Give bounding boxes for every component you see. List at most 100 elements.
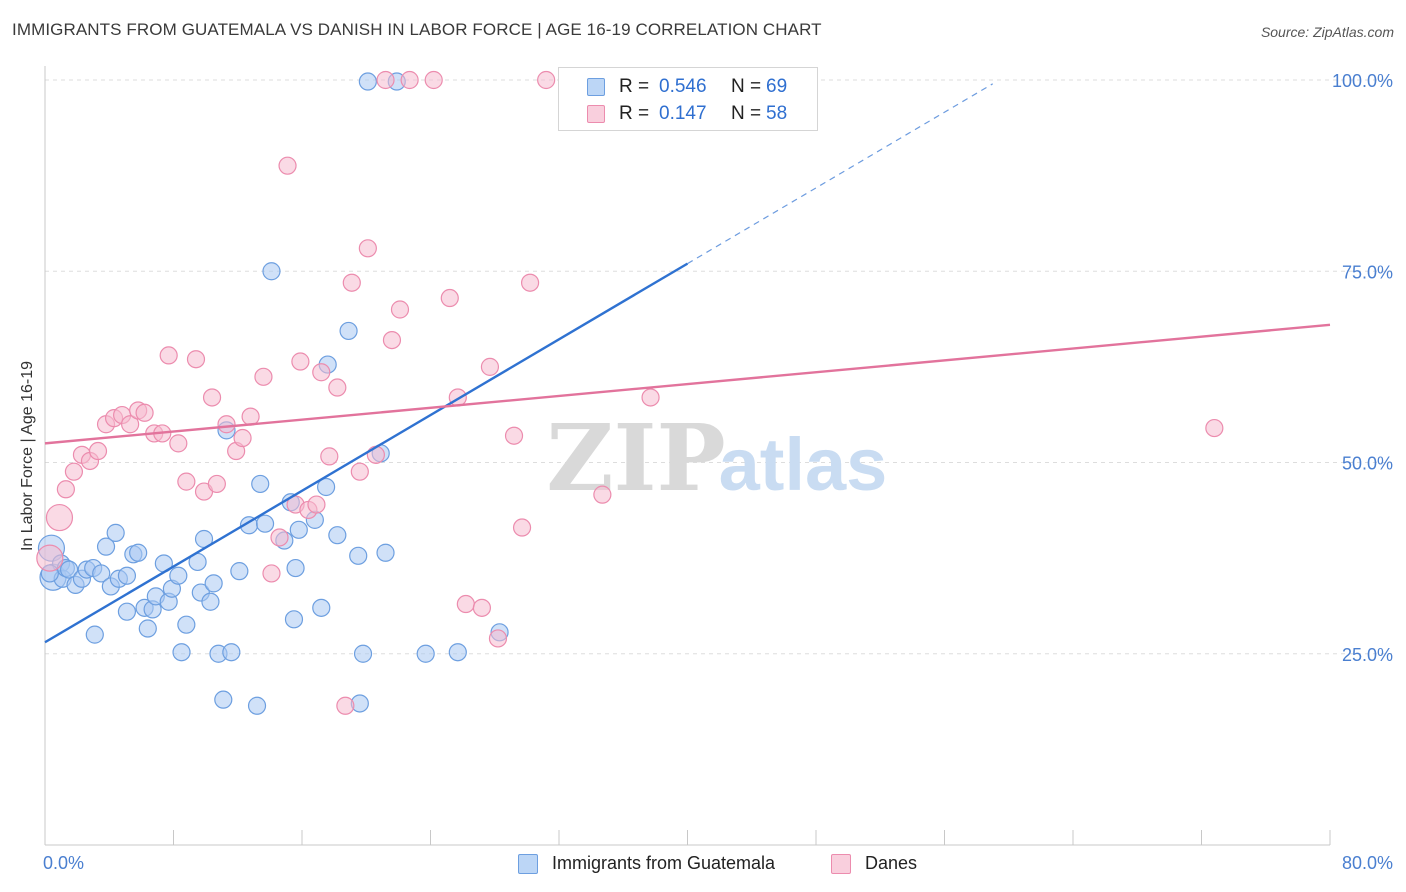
y-tick-label: 50.0%: [1342, 454, 1393, 474]
data-points: [36, 69, 1224, 715]
guatemala-point: [85, 625, 104, 644]
danes-point: [312, 363, 331, 382]
guatemala-point: [328, 526, 347, 545]
danes-point: [177, 472, 196, 491]
danes-point: [241, 407, 260, 426]
guatemala-point: [92, 564, 111, 583]
guatemala-point: [284, 610, 304, 629]
danes-point: [88, 441, 108, 461]
danes-point: [376, 70, 395, 90]
danes-point: [135, 403, 154, 422]
danes-point: [1205, 418, 1224, 438]
danes-point: [593, 485, 612, 504]
guatemala-trend-extension: [687, 83, 993, 265]
guatemala-point: [59, 560, 79, 579]
guatemala-point: [376, 543, 395, 562]
n-value: 69: [766, 76, 788, 97]
guatemala-point: [96, 537, 116, 556]
danes-point: [45, 503, 74, 532]
watermark: ZIP atlas: [546, 404, 887, 512]
danes-point: [537, 70, 556, 90]
danes-point: [217, 415, 236, 434]
chart-title: IMMIGRANTS FROM GUATEMALA VS DANISH IN L…: [12, 20, 822, 39]
danes-point: [169, 434, 188, 453]
danes-point: [456, 594, 475, 614]
guatemala-point: [106, 523, 125, 542]
series-legend: Immigrants from Guatemala Danes: [0, 852, 1406, 876]
r-value: 0.147: [659, 103, 707, 124]
n-label: N =: [731, 76, 762, 97]
guatemala-trend-line: [44, 262, 689, 644]
danes-point: [512, 518, 532, 537]
danes-point: [186, 350, 206, 369]
danes-point: [36, 544, 64, 572]
danes-point: [504, 426, 524, 445]
danes-point: [121, 415, 140, 434]
danes-point: [366, 445, 385, 464]
legend-swatch-blue: [518, 854, 538, 874]
n-label: N =: [731, 103, 762, 124]
x-tick-label-max: 80.0%: [1342, 853, 1393, 873]
guatemala-point: [230, 562, 249, 581]
danes-point: [390, 300, 410, 319]
guatemala-point: [129, 543, 148, 562]
danes-point: [320, 447, 339, 466]
guatemala-point: [286, 558, 305, 578]
guatemala-point: [222, 643, 241, 662]
danes-point: [520, 273, 540, 292]
danes-point: [336, 696, 355, 715]
trend-lines: [44, 83, 1331, 644]
danes-point: [307, 495, 326, 514]
guatemala-point: [138, 619, 157, 638]
r-label: R =: [619, 103, 650, 124]
danes-point: [207, 474, 226, 494]
guatemala-point: [255, 514, 275, 533]
guatemala-point: [262, 262, 281, 281]
guatemala-point: [339, 321, 358, 341]
danes-point: [440, 288, 459, 308]
guatemala-point: [349, 546, 368, 565]
danes-point: [424, 70, 443, 90]
legend-label: Immigrants from Guatemala: [552, 853, 776, 873]
guatemala-point: [117, 566, 137, 585]
legend-swatch-blue: [587, 78, 605, 96]
legend-row-danes: R = 0.147 N = 58: [559, 101, 817, 127]
danes-trend-line: [44, 323, 1331, 445]
danes-point: [254, 367, 273, 386]
legend-label: Danes: [865, 853, 918, 873]
x-tick-label-min: 0.0%: [43, 853, 84, 873]
danes-point: [56, 480, 75, 499]
danes-point: [382, 331, 402, 350]
danes-point: [488, 629, 508, 648]
axes: 25.0% 50.0% 75.0% 100.0% 0.0% 80.0%: [43, 66, 1393, 873]
danes-point: [270, 528, 289, 547]
danes-point: [480, 357, 500, 376]
guatemala-point: [117, 602, 137, 621]
guatemala-point: [448, 643, 467, 662]
guatemala-point: [416, 644, 435, 663]
guatemala-point: [177, 615, 196, 634]
legend-swatch-pink: [831, 854, 851, 874]
danes-point: [202, 388, 222, 407]
guatemala-point: [214, 690, 233, 709]
danes-point: [291, 352, 310, 371]
danes-point: [472, 598, 491, 617]
guatemala-point: [353, 644, 373, 663]
guatemala-point: [169, 566, 188, 585]
watermark-atlas: atlas: [719, 423, 888, 506]
guatemala-point: [204, 574, 223, 593]
legend-swatch-pink: [587, 105, 605, 123]
y-tick-label: 25.0%: [1342, 645, 1393, 665]
y-tick-label: 100.0%: [1332, 71, 1393, 91]
guatemala-point: [247, 696, 267, 715]
danes-point: [641, 388, 660, 407]
legend-row-guatemala: R = 0.546 N = 69: [559, 74, 817, 100]
guatemala-point: [312, 598, 331, 617]
danes-point: [350, 462, 369, 481]
r-label: R =: [619, 76, 650, 97]
danes-point: [358, 239, 377, 258]
danes-point: [400, 70, 419, 90]
danes-point: [64, 462, 84, 481]
danes-point: [262, 564, 281, 583]
